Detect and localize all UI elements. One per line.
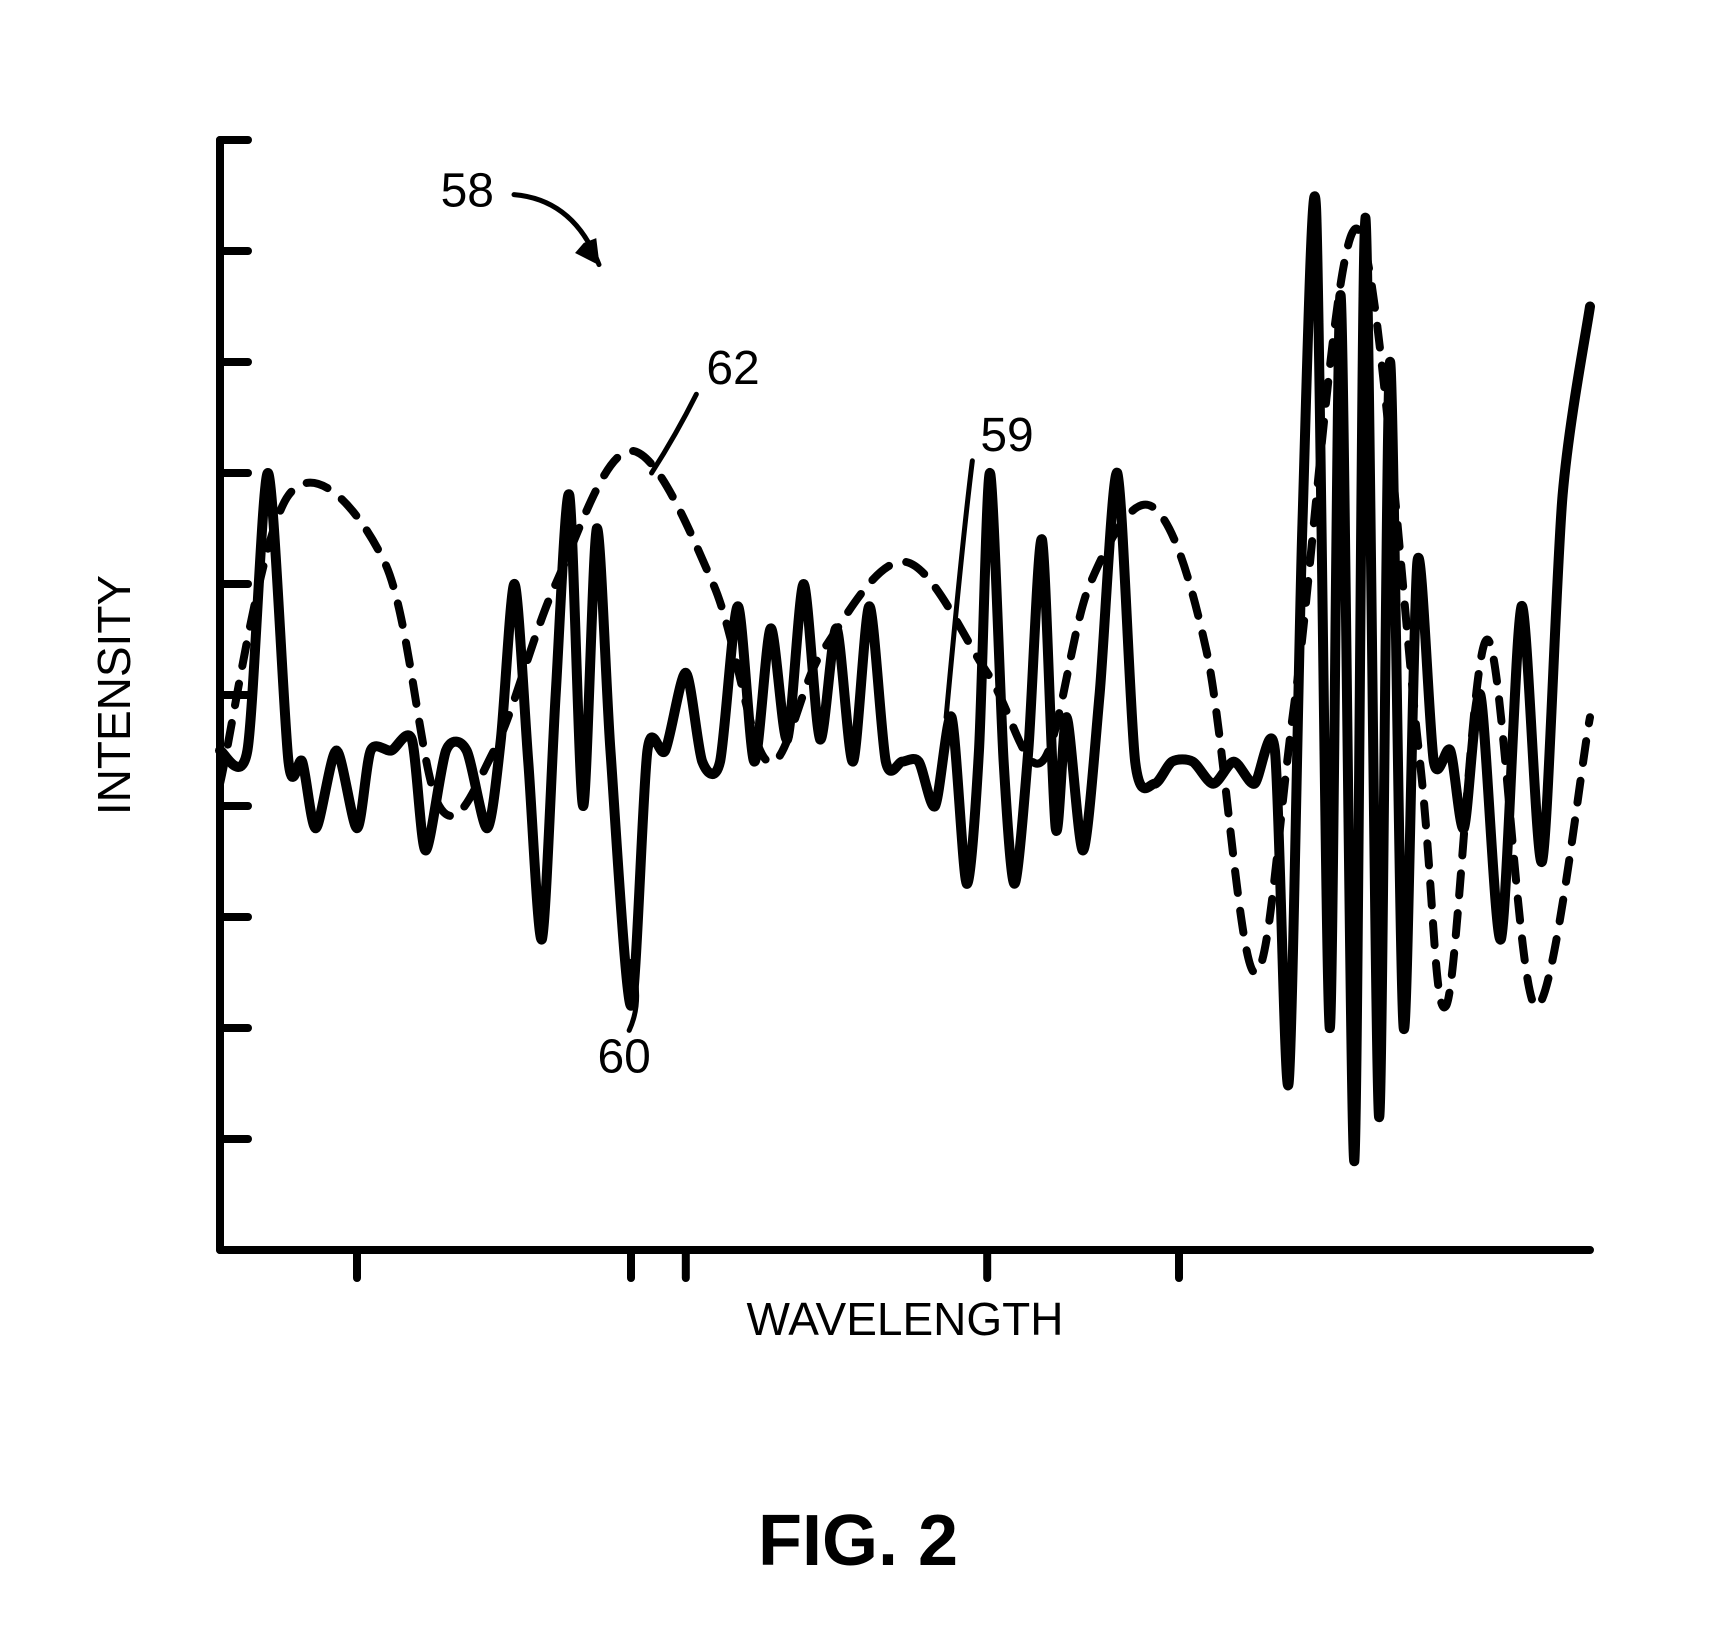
y-axis-label: INTENSITY (88, 575, 140, 815)
figure-caption: FIG. 2 (0, 1500, 1716, 1582)
callout-62: 62 (706, 342, 759, 395)
x-axis-label: WAVELENGTH (747, 1293, 1064, 1345)
spectrum-chart: INTENSITY WAVELENGTH 58 62 59 60 (0, 0, 1716, 1420)
callout-59: 59 (980, 409, 1033, 462)
callout-60: 60 (597, 1030, 650, 1083)
figure-container: INTENSITY WAVELENGTH 58 62 59 60 FIG. 2 (0, 0, 1716, 1638)
callout-58: 58 (441, 165, 494, 218)
spectrum-curve-60 (220, 196, 1590, 1161)
